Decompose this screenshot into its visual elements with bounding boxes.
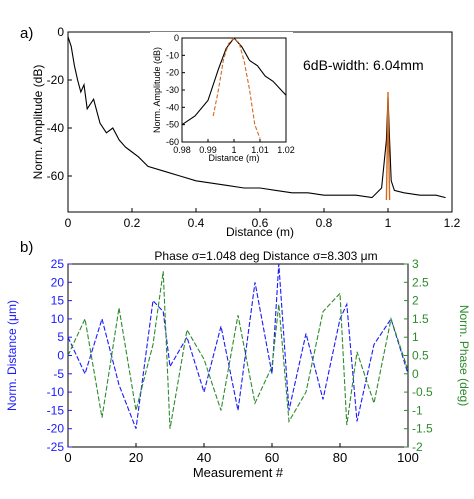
panel-b-xtick-label: 60 [265,450,279,465]
inset-xlabel: Distance (m) [208,153,259,163]
panel-a-xlabel: Distance (m) [226,225,294,239]
panel-b-ytick-left-label: -5 [53,367,64,381]
panel-a-series-1 [385,91,391,201]
inset-xtick-label: 0.99 [199,145,217,155]
panel-a-xtick-label: 0.2 [124,216,141,230]
panel-a-xtick-label: 0.4 [188,216,205,230]
inset-ytick-label: -50 [166,120,179,130]
panel-a: a) 0 0.2 0.4 0.6 0.8 1 1.2 0 -20 -40 -60 Distance (m… [20,25,461,239]
panel-a-xtick-label: 1.2 [444,216,461,230]
panel-b-ytick-right-label: 1 [412,330,419,344]
panel-a-ytick-label: 0 [57,25,64,39]
inset-xtick-label: 1 [231,145,236,155]
panel-b-xlabel: Measurement # [193,465,284,480]
panel-b-series-right [67,271,409,429]
panel-a-xtick-label: 0.8 [316,216,333,230]
panel-a-annotation: 6dB-width: 6.04mm [303,57,424,73]
panel-a-xtick-label: 0 [65,216,72,230]
panel-b-ytick-left-label: 25 [51,257,65,271]
inset-ytick-label: 0 [174,33,179,43]
panel-b-ytick-left-label: -15 [47,403,65,417]
panel-b-ytick-left-label: -10 [47,385,65,399]
panel-b-series-left [67,263,409,429]
panel-b-xtick-label: 40 [197,450,211,465]
panel-b-ytick-right-label: -0.5 [412,385,433,399]
panel-a-xtick-label: 0.6 [252,216,269,230]
inset-ytick-label: -20 [166,68,179,78]
panel-a-ytick-label: -20 [47,73,65,87]
inset-ytick-label: -30 [166,85,179,95]
panel-b-ytick-right-label: 2 [412,294,419,308]
panel-b-ytick-left-label: -25 [47,440,65,454]
panel-b-xtick-label: 80 [333,450,347,465]
panel-a-ytick-label: -40 [47,121,65,135]
inset-ylabel: Norm. Amplitude (dB) [152,47,162,133]
inset-ytick-label: -60 [166,137,179,147]
inset-xtick-label: 0.98 [173,145,191,155]
panel-a-label: a) [20,25,33,42]
panel-b-label: b) [20,239,33,256]
panel-b-ytick-right-label: -2 [412,440,423,454]
panel-b-ytick-left-label: 10 [51,312,65,326]
panel-b-ytick-right-label: 1.5 [412,312,429,326]
inset-xtick-label: 1.02 [277,145,295,155]
inset-xtick-label: 1.01 [251,145,269,155]
inset-series-1 [212,37,261,139]
panel-b-ytick-right-label: 2.5 [412,275,429,289]
panel-b-ytick-left-label: 15 [51,294,65,308]
panel-b-xtick-label: 0 [64,450,71,465]
panel-b-ytick-right-label: 3 [412,257,419,271]
panel-a-ylabel: Norm. Amplitude (dB) [31,65,45,180]
panel-b-ytick-left-label: 0 [57,349,64,363]
panel-b-xtick-label: 100 [397,450,419,465]
panel-b-ytick-left-label: 20 [51,275,65,289]
panel-b-xtick-label: 20 [129,450,143,465]
panel-b-ytick-left-label: 5 [57,330,64,344]
panel-b-ytick-right-label: -1.5 [412,422,433,436]
inset-ytick-label: -40 [166,102,179,112]
panel-b-ylabel-left: Norm. Distance (μm) [5,300,19,411]
panel-b: b) Phase σ=1.048 deg Distance σ=8.303 μm 0… [5,239,471,480]
panel-b-ytick-right-label: -1 [412,403,423,417]
panel-b-ytick-right-label: 0 [412,367,419,381]
inset-frame [181,37,287,143]
panel-b-ytick-right-label: 0.5 [412,349,429,363]
panel-b-title: Phase σ=1.048 deg Distance σ=8.303 μm [154,249,377,263]
panel-b-ytick-left-label: -20 [47,422,65,436]
inset-ytick-label: -10 [166,50,179,60]
panel-b-ylabel-right: Norm. Phase (deg) [457,305,471,406]
inset: 0.98 0.99 1 1.01 1.02 0 -10 -20 -30 -40 -50 -60 Dist… [150,32,295,164]
panel-a-ytick-label: -60 [47,169,65,183]
panel-a-xtick-label: 1 [385,216,392,230]
